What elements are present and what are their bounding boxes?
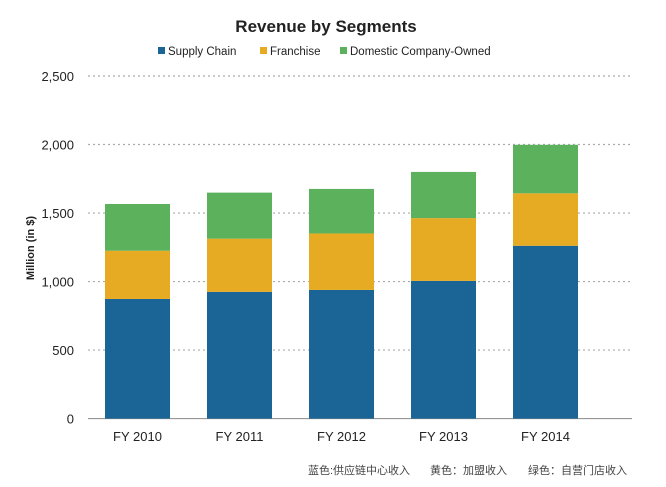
y-tick-label: 500 [52,343,74,358]
footnote-yellow: 黄色：加盟收入 [430,463,507,477]
bar-franchise-fy-2010 [105,250,170,299]
y-tick-label: 1,500 [41,206,74,221]
footnote-green: 绿色：自营门店收入 [528,463,627,477]
y-axis-ticks: 0 500 1,000 1,500 2,000 2,500 [41,69,74,427]
bar-franchise-fy-2014 [513,193,578,246]
bar-domestic-company-owned-fy-2012 [309,188,374,234]
legend-label: Supply Chain [168,46,236,58]
bar-domestic-company-owned-fy-2011 [207,192,272,239]
x-tick-label: FY 2012 [317,429,366,444]
bar-supply-chain-fy-2011 [207,291,272,419]
bar-franchise-fy-2011 [207,238,272,292]
bar-supply-chain-fy-2010 [105,298,170,419]
legend: Supply Chain Franchise Domestic Company-Ow… [158,46,491,58]
bar-franchise-fy-2013 [411,218,476,281]
y-axis-label: Million (in $) [25,216,37,280]
legend-swatch [158,47,165,54]
legend-swatch [260,47,267,54]
x-tick-label: FY 2011 [216,429,264,444]
legend-label: Franchise [270,46,321,58]
bar-supply-chain-fy-2014 [513,245,578,419]
y-tick-label: 1,000 [41,275,74,290]
bar-domestic-company-owned-fy-2013 [411,171,476,219]
y-tick-label: 2,000 [41,138,74,153]
legend-swatch [340,47,347,54]
x-tick-label: FY 2014 [521,429,570,444]
chart-title: Revenue by Segments [235,17,416,36]
y-tick-label: 2,500 [41,69,74,84]
x-tick-label: FY 2013 [419,429,468,444]
bar-domestic-company-owned-fy-2010 [105,203,170,251]
bar-domestic-company-owned-fy-2014 [513,144,578,194]
bar-supply-chain-fy-2012 [309,289,374,419]
y-tick-label: 0 [67,412,74,427]
x-tick-label: FY 2010 [113,429,162,444]
bars [105,144,578,419]
bar-franchise-fy-2012 [309,233,374,290]
footnote-blue: 蓝色:供应链中心收入 [308,463,410,477]
bar-supply-chain-fy-2013 [411,280,476,419]
legend-label: Domestic Company-Owned [350,46,491,58]
x-axis-ticks: FY 2010 FY 2011 FY 2012 FY 2013 FY 2014 [113,429,570,444]
